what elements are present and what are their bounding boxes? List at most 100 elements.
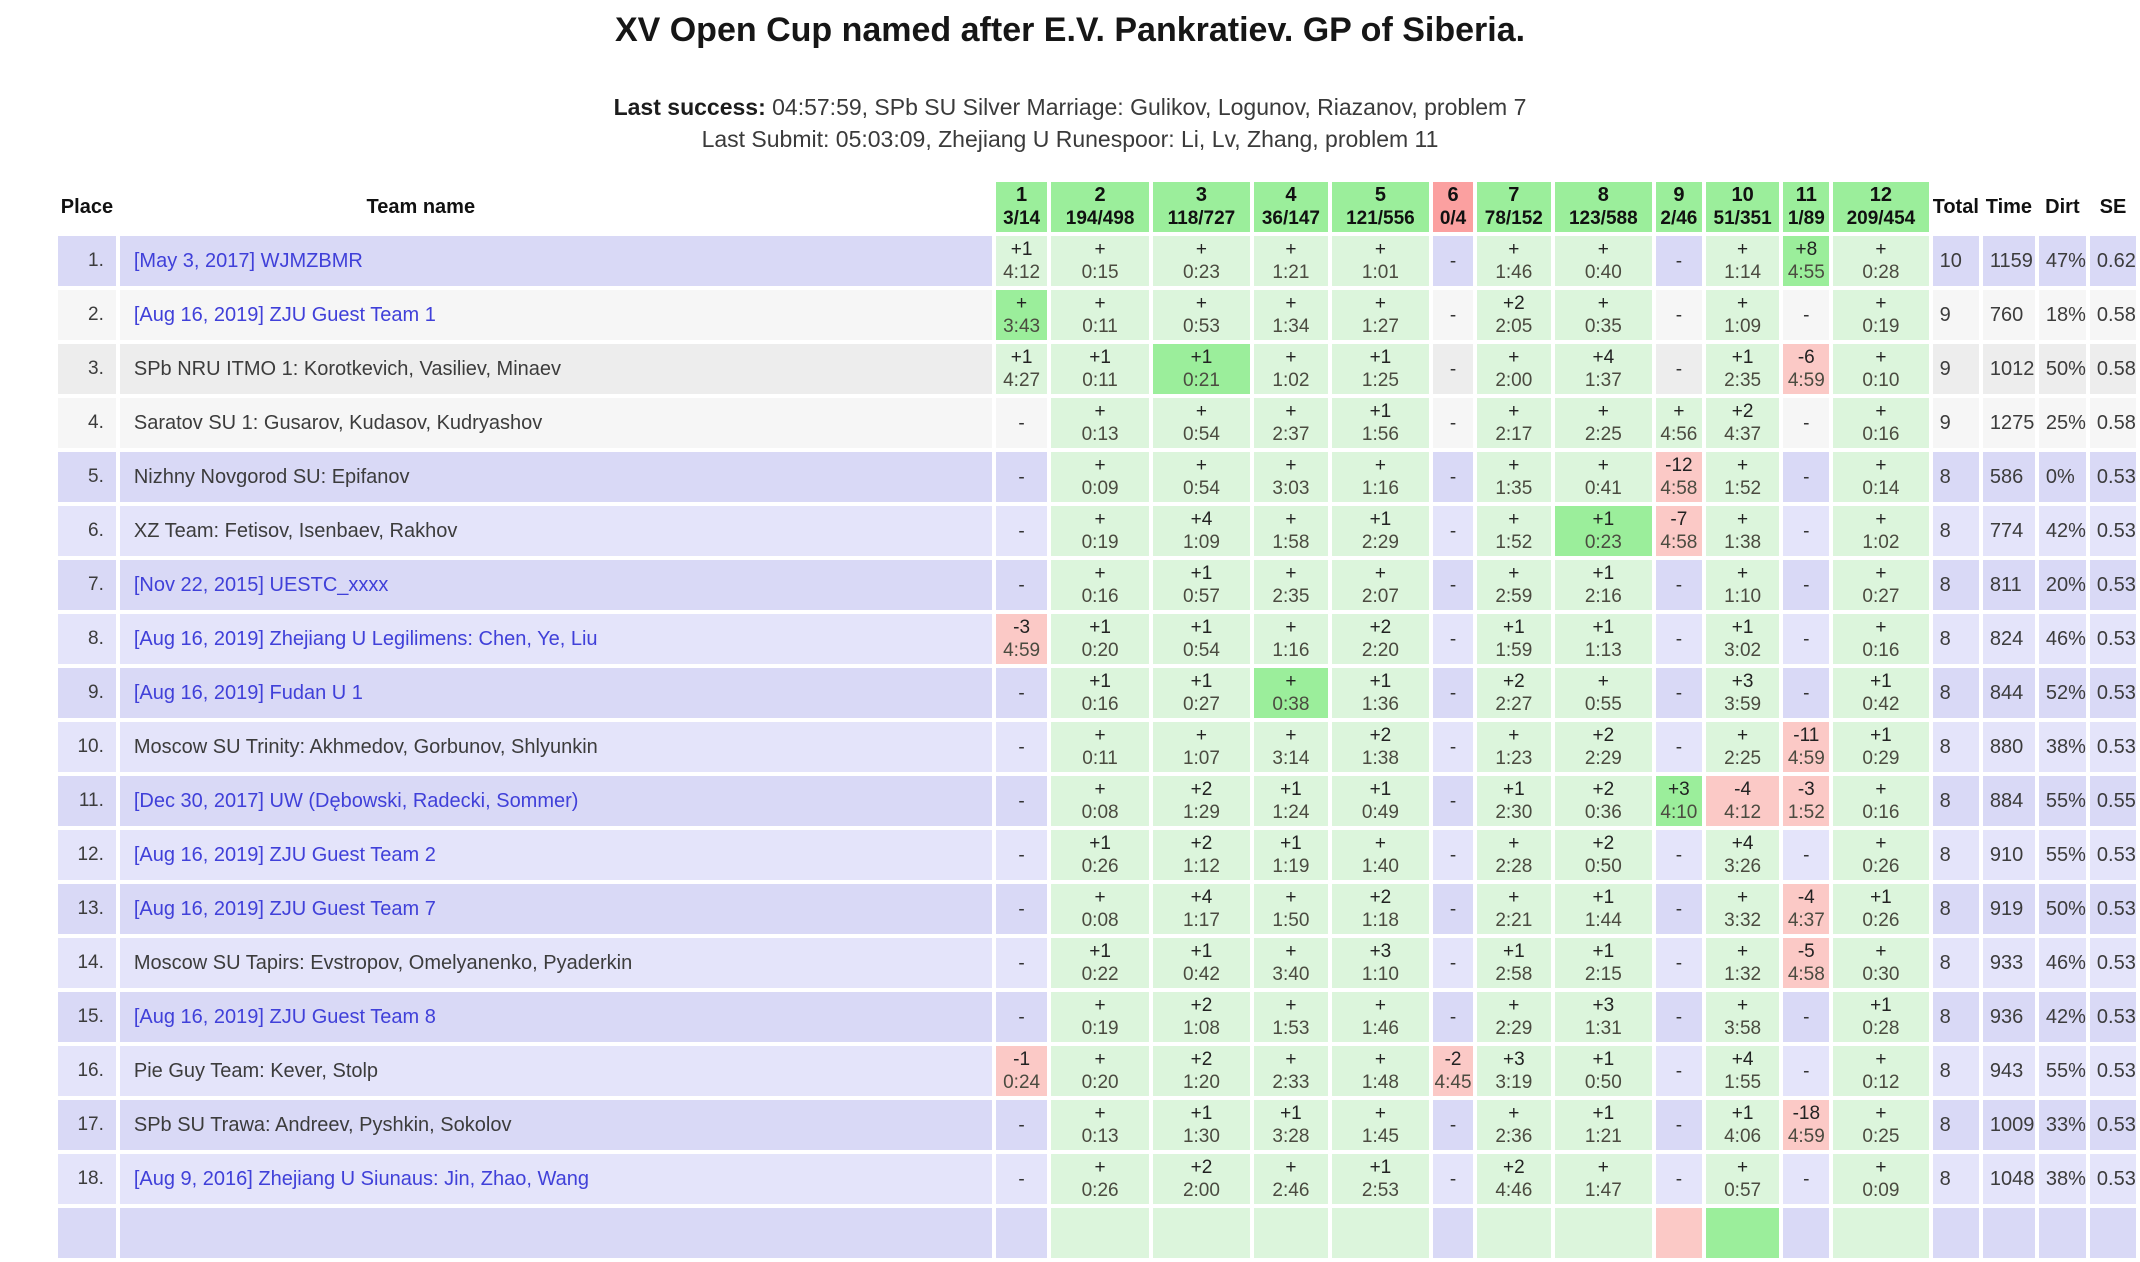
attempt-count: + <box>1875 1157 1887 1178</box>
solve-time: 0:26 <box>1081 856 1119 877</box>
problem-cell: +2 1:38 <box>1331 722 1430 772</box>
solve-time: 2:35 <box>1724 370 1762 391</box>
team-link[interactable]: [Nov 22, 2015] UESTC_xxxx <box>133 573 389 596</box>
dirt-percent: 47% <box>2038 236 2086 286</box>
team-name: SPb NRU ITMO 1: Korotkevich, Vasiliev, M… <box>133 357 562 380</box>
problem-cell: -7 4:58 <box>1655 506 1702 556</box>
team-link[interactable]: [Aug 16, 2019] ZJU Guest Team 7 <box>133 897 436 920</box>
problem-cell: +2 1:29 <box>1152 776 1251 826</box>
solve-time: 1:47 <box>1584 1180 1622 1201</box>
problem-cell: - <box>1783 668 1830 718</box>
dirt-percent: 25% <box>2038 398 2086 448</box>
problem-cell: - <box>995 398 1048 448</box>
team-cell: SPb NRU ITMO 1: Korotkevich, Vasiliev, M… <box>119 344 992 394</box>
solve-time: 2:00 <box>1182 1180 1220 1201</box>
no-attempt-dash: - <box>1449 1006 1457 1028</box>
solve-time: 0:09 <box>1081 478 1119 499</box>
attempt-count: +1 <box>1731 617 1754 638</box>
problem-solved-stat: 51/351 <box>1713 208 1772 229</box>
attempt-count: +2 <box>1731 401 1754 422</box>
solve-time: 0:10 <box>1862 370 1900 391</box>
team-link[interactable]: [May 3, 2017] WJMZBMR <box>133 249 363 272</box>
problem-solved-stat: 0/4 <box>1439 208 1467 229</box>
problem-cell: +2:35 <box>1254 560 1328 610</box>
problem-header-11: 11 1/89 <box>1783 182 1830 232</box>
team-cell: XZ Team: Fetisov, Isenbaev, Rakhov <box>119 506 992 556</box>
solve-time: 2:17 <box>1495 424 1533 445</box>
table-row: 11. [Dec 30, 2017] UW (Dębowski, Radecki,… <box>58 776 2136 826</box>
problem-cell: +1:02 <box>1833 506 1929 556</box>
attempt-count: -1 <box>1013 1049 1031 1070</box>
problem-cell: +0:54 <box>1152 452 1251 502</box>
problem-number: 10 <box>1731 184 1754 206</box>
penalty-time: 760 <box>1982 290 2035 340</box>
place-number: 15. <box>58 992 116 1042</box>
problem-cell <box>1554 1208 1652 1258</box>
solve-time: 4:58 <box>1660 532 1698 553</box>
problem-cell: +3 3:19 <box>1477 1046 1551 1096</box>
problem-cell: +1:16 <box>1331 452 1430 502</box>
total-solved: 8 <box>1932 884 1979 934</box>
attempt-count: +1 <box>1280 1103 1302 1124</box>
solve-time: 0:57 <box>1182 586 1220 607</box>
no-attempt-dash: - <box>1675 952 1683 974</box>
solve-time: 0:24 <box>1003 1072 1041 1093</box>
problem-cell: +0:23 <box>1152 236 1251 286</box>
team-link[interactable]: [Aug 16, 2019] ZJU Guest Team 1 <box>133 303 436 326</box>
se-value: 0.53 <box>2089 1046 2136 1096</box>
total-solved: 10 <box>1932 236 1979 286</box>
team-link[interactable]: [Aug 16, 2019] ZJU Guest Team 2 <box>133 843 436 866</box>
solve-time: 3:43 <box>1003 316 1041 337</box>
problem-cell: -1 0:24 <box>995 1046 1048 1096</box>
team-link[interactable]: [Aug 16, 2019] Zhejiang U Legilimens: Ch… <box>133 627 598 650</box>
problem-number: 2 <box>1094 184 1106 206</box>
team-link[interactable]: [Dec 30, 2017] UW (Dębowski, Radecki, So… <box>133 789 579 812</box>
problem-cell: +1 2:29 <box>1331 506 1430 556</box>
team-link[interactable]: [Aug 9, 2016] Zhejiang U Siunaus: Jin, Z… <box>133 1167 589 1190</box>
solve-time: 1:02 <box>1862 532 1900 553</box>
problem-cell: - <box>1655 1046 1702 1096</box>
col-header-total: Total <box>1932 182 1979 232</box>
attempt-count: + <box>1875 563 1887 584</box>
attempt-count: + <box>1737 1157 1749 1178</box>
problem-cell: - <box>1433 452 1473 502</box>
solve-time: 0:35 <box>1584 316 1622 337</box>
team-link[interactable]: [Aug 16, 2019] ZJU Guest Team 8 <box>133 1005 436 1028</box>
place-number: 16. <box>58 1046 116 1096</box>
problem-cell: +0:10 <box>1833 344 1929 394</box>
attempt-count: +1 <box>1592 1049 1615 1070</box>
team-link[interactable]: [Aug 16, 2019] Fudan U 1 <box>133 681 363 704</box>
problem-cell: +2:21 <box>1477 884 1551 934</box>
solve-time: 1:36 <box>1361 694 1399 715</box>
solve-time: 0:54 <box>1182 478 1220 499</box>
solve-time: 1:53 <box>1272 1018 1310 1039</box>
problem-cell: - <box>1783 830 1830 880</box>
problem-cell: - <box>1655 1154 1702 1204</box>
col-header-time: Time <box>1982 182 2035 232</box>
last-success-line: Last success: 04:57:59, SPb SU Silver Ma… <box>0 91 2140 123</box>
solve-time: 3:14 <box>1272 748 1310 769</box>
attempt-count: +1 <box>1280 779 1302 800</box>
total-solved: 8 <box>1932 668 1979 718</box>
problem-solved-stat: 194/498 <box>1065 208 1135 229</box>
solve-time: 1:07 <box>1182 748 1220 769</box>
problem-cell: - <box>1433 1154 1473 1204</box>
attempt-count: -5 <box>1797 941 1815 962</box>
problem-header-8: 8 123/588 <box>1554 182 1652 232</box>
solve-time: 3:58 <box>1724 1018 1762 1039</box>
no-attempt-dash: - <box>1449 574 1457 596</box>
problem-cell: +1:46 <box>1477 236 1551 286</box>
solve-time: 3:03 <box>1272 478 1310 499</box>
no-attempt-dash: - <box>1018 520 1025 542</box>
attempt-count: +2 <box>1369 887 1392 908</box>
solve-time: 0:42 <box>1862 694 1900 715</box>
solve-time: 1:09 <box>1724 316 1762 337</box>
problem-cell: -12 4:58 <box>1655 452 1702 502</box>
table-row: 5. Nizhny Novgorod SU: Epifanov - +0:09 +0:5… <box>58 452 2136 502</box>
solve-time: 4:58 <box>1787 964 1825 985</box>
last-submit-line: Last Submit: 05:03:09, Zhejiang U Runesp… <box>701 126 1439 152</box>
no-attempt-dash: - <box>1449 466 1457 488</box>
problem-solved-stat: 209/454 <box>1846 208 1916 229</box>
penalty-time: 933 <box>1982 938 2035 988</box>
problem-cell: - <box>995 992 1048 1042</box>
